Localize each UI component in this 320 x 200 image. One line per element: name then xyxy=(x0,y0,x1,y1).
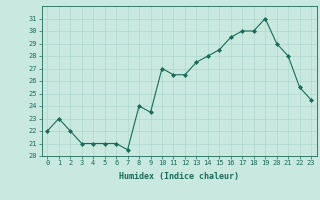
X-axis label: Humidex (Indice chaleur): Humidex (Indice chaleur) xyxy=(119,172,239,181)
